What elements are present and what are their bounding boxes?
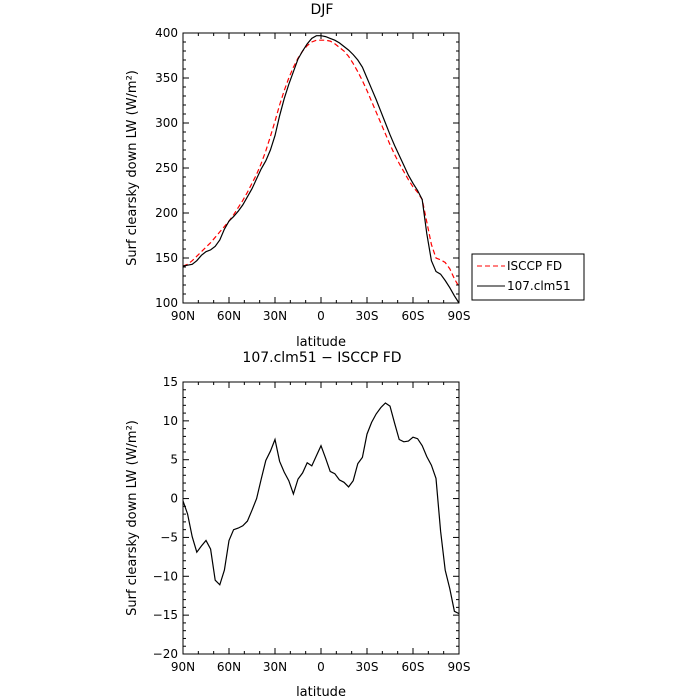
top-x-tick-label: 60N — [217, 309, 241, 323]
legend-label-clm51: 107.clm51 — [507, 279, 571, 293]
bottom-y-tick-label: −20 — [153, 647, 178, 661]
top-chart-title: DJF — [311, 2, 334, 18]
bottom-y-axis-label: Surf clearsky down LW (W/m²) — [125, 420, 140, 616]
top-panel: DJF 90N 60N 30N 0 30S 60S 90S 100 150 200 250 300 35… — [125, 2, 585, 350]
top-x-axis-label: latitude — [296, 335, 346, 350]
top-y-tick-label: 400 — [155, 26, 178, 40]
top-x-tick-label: 30S — [356, 309, 379, 323]
top-x-tick-label: 90N — [171, 309, 195, 323]
bottom-x-tick-label: 60N — [217, 660, 241, 674]
legend-box — [471, 253, 585, 301]
bottom-y-tick-label: 5 — [170, 453, 178, 467]
top-plot-lines — [182, 35, 460, 304]
bottom-y-tick-label: −10 — [153, 569, 178, 583]
bottom-y-tick-label: −15 — [153, 608, 178, 622]
bottom-y-tick-label: −5 — [160, 530, 178, 544]
top-y-axis-label: Surf clearsky down LW (W/m²) — [125, 70, 140, 266]
bottom-chart-title: 107.clm51 − ISCCP FD — [242, 350, 401, 366]
top-x-tick-label: 90S — [448, 309, 471, 323]
bottom-x-tick-label: 90N — [171, 660, 195, 674]
top-x-tick-label: 30N — [263, 309, 287, 323]
bottom-y-tick-label: 15 — [163, 375, 178, 389]
top-x-tick-label: 60S — [402, 309, 425, 323]
bottom-panel: 107.clm51 − ISCCP FD 90N 60N 30N 0 30S 60S 90S… — [125, 350, 470, 700]
bottom-x-tick-label: 0 — [317, 660, 325, 674]
top-legend: ISCCP FD 107.clm51 — [471, 253, 585, 301]
bottom-x-tick-label: 30S — [356, 660, 379, 674]
bottom-y-tick-label: 10 — [163, 414, 178, 428]
top-y-tick-label: 300 — [155, 116, 178, 130]
top-axes: 90N 60N 30N 0 30S 60S 90S 100 150 200 250 300 350 400 — [155, 26, 470, 323]
top-y-tick-label: 100 — [155, 296, 178, 310]
top-y-tick-label: 150 — [155, 251, 178, 265]
top-y-tick-label: 350 — [155, 71, 178, 85]
top-series-line-107-clm51 — [182, 35, 460, 304]
bottom-x-tick-label: 90S — [448, 660, 471, 674]
bottom-plot-lines — [182, 402, 460, 615]
bottom-axes: 90N 60N 30N 0 30S 60S 90S −20 −15 −10 −5 0 5 10 15 — [153, 375, 471, 674]
legend-label-isccp: ISCCP FD — [507, 259, 562, 273]
bottom-x-tick-label: 60S — [402, 660, 425, 674]
bottom-y-tick-label: 0 — [170, 492, 178, 506]
bottom-x-axis-label: latitude — [296, 685, 346, 700]
top-plot-frame — [182, 32, 460, 304]
bottom-plot-frame — [182, 381, 460, 655]
top-y-tick-label: 250 — [155, 161, 178, 175]
bottom-series-line-107-clm51 — [182, 402, 460, 615]
bottom-x-tick-label: 30N — [263, 660, 287, 674]
top-x-tick-label: 0 — [317, 309, 325, 323]
top-series-line-isccp-fd — [182, 39, 460, 288]
top-y-tick-label: 200 — [155, 206, 178, 220]
